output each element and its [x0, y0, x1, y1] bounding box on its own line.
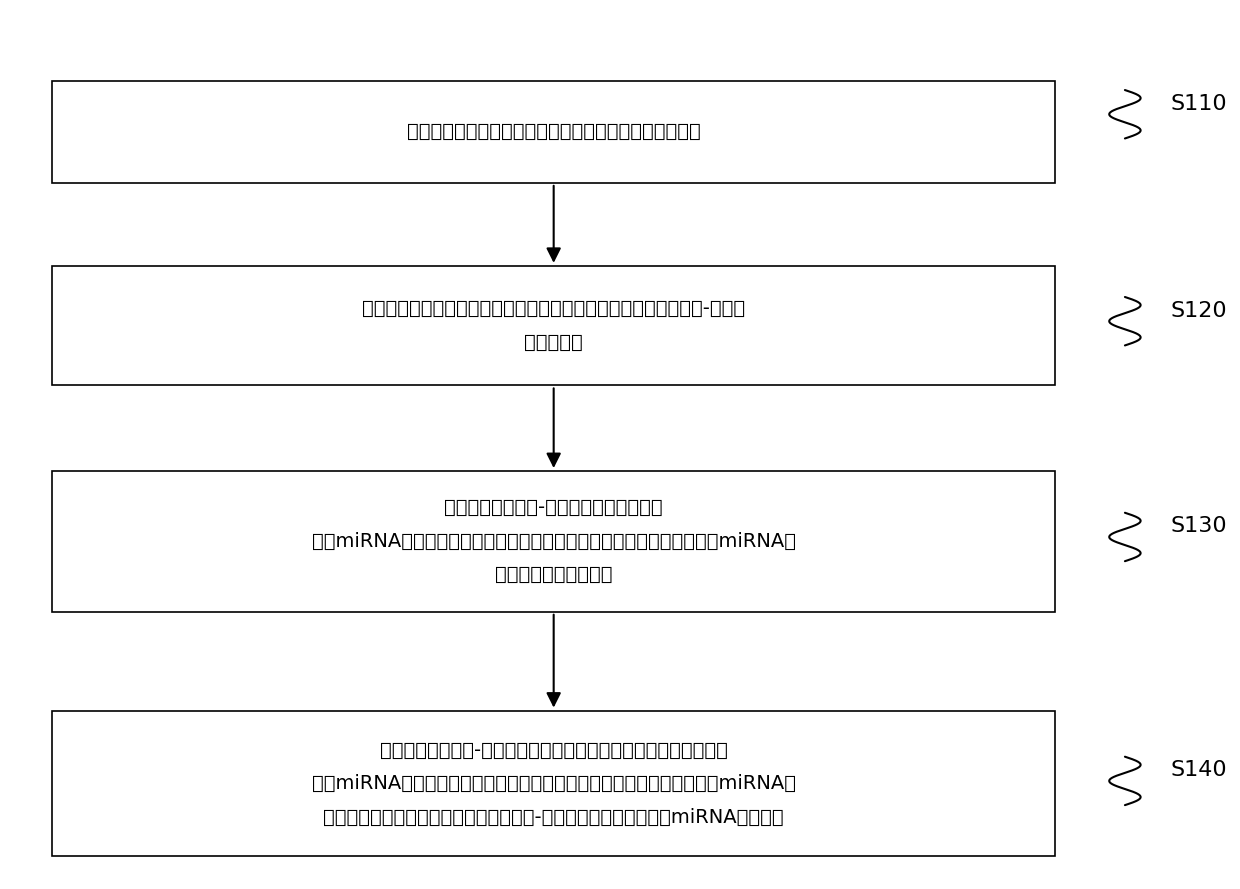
- Text: 共享miRNA的显著性值、海绵基因与靶基因之间的典型相关系数以及共享miRNA时: 共享miRNA的显著性值、海绵基因与靶基因之间的典型相关系数以及共享miRNA时: [311, 774, 796, 793]
- Text: 的敏感性典型相关系数确定每个海绵基因-靶基因共表达模块是否为miRNA海绵模块: 的敏感性典型相关系数确定每个海绵基因-靶基因共表达模块是否为miRNA海绵模块: [324, 807, 784, 827]
- Text: S130: S130: [1171, 517, 1228, 536]
- Bar: [52, 81, 1055, 182]
- Text: S140: S140: [1171, 760, 1228, 781]
- Text: 的敏感性典型相关系数: 的敏感性典型相关系数: [495, 565, 613, 584]
- Text: 根据每个海绵基因-靶基因共表达模块中海绵基因和靶基因的数量、: 根据每个海绵基因-靶基因共表达模块中海绵基因和靶基因的数量、: [379, 741, 728, 759]
- Bar: [52, 471, 1055, 612]
- Bar: [52, 266, 1055, 385]
- Bar: [52, 711, 1055, 856]
- Text: 获取每个海绵基因-靶基因共表达模块中，: 获取每个海绵基因-靶基因共表达模块中，: [444, 499, 663, 517]
- Text: 共表达模块: 共表达模块: [525, 332, 583, 352]
- Text: 共享miRNA的显著性值、海绵基因与靶基因之间的典型相关系数以及共享miRNA时: 共享miRNA的显著性值、海绵基因与靶基因之间的典型相关系数以及共享miRNA时: [311, 532, 796, 551]
- Text: S110: S110: [1171, 93, 1228, 114]
- Text: 获取匹配样本的海绵基因的表达矩阵和靶基因的表达矩阵: 获取匹配样本的海绵基因的表达矩阵和靶基因的表达矩阵: [407, 123, 701, 141]
- Text: 根据海绵基因的表达矩阵和靶基因的表达矩阵，获取多个海绵基因-靶基因: 根据海绵基因的表达矩阵和靶基因的表达矩阵，获取多个海绵基因-靶基因: [362, 300, 745, 318]
- Text: S120: S120: [1171, 300, 1228, 321]
